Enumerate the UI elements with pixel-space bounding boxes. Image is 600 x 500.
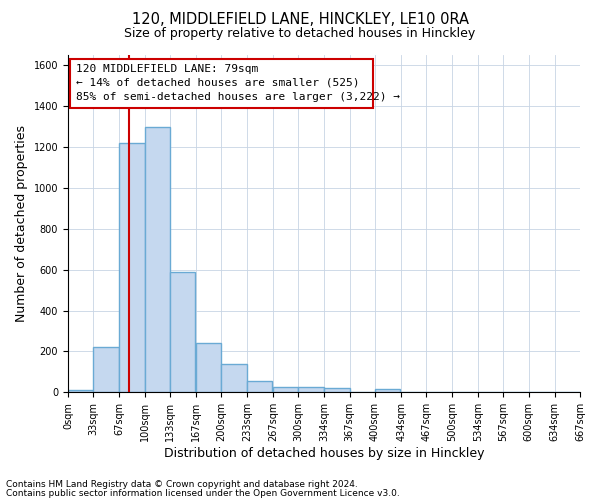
Text: Size of property relative to detached houses in Hinckley: Size of property relative to detached ho…	[124, 28, 476, 40]
Y-axis label: Number of detached properties: Number of detached properties	[15, 125, 28, 322]
Text: 120 MIDDLEFIELD LANE: 79sqm: 120 MIDDLEFIELD LANE: 79sqm	[76, 64, 259, 74]
FancyBboxPatch shape	[70, 59, 373, 108]
Bar	[119, 143, 145, 392]
Bar	[68, 390, 93, 392]
Bar	[93, 348, 119, 393]
Bar	[145, 126, 170, 392]
Text: ← 14% of detached houses are smaller (525): ← 14% of detached houses are smaller (52…	[76, 78, 360, 88]
Bar	[170, 272, 196, 392]
Text: Contains HM Land Registry data © Crown copyright and database right 2024.: Contains HM Land Registry data © Crown c…	[6, 480, 358, 489]
Bar	[298, 387, 323, 392]
Text: 85% of semi-detached houses are larger (3,222) →: 85% of semi-detached houses are larger (…	[76, 92, 400, 102]
Text: Contains public sector information licensed under the Open Government Licence v3: Contains public sector information licen…	[6, 489, 400, 498]
X-axis label: Distribution of detached houses by size in Hinckley: Distribution of detached houses by size …	[164, 447, 484, 460]
Bar	[247, 381, 272, 392]
Text: 120, MIDDLEFIELD LANE, HINCKLEY, LE10 0RA: 120, MIDDLEFIELD LANE, HINCKLEY, LE10 0R…	[131, 12, 469, 28]
Bar	[375, 390, 400, 392]
Bar	[325, 388, 350, 392]
Bar	[221, 364, 247, 392]
Bar	[196, 344, 221, 392]
Bar	[273, 387, 298, 392]
